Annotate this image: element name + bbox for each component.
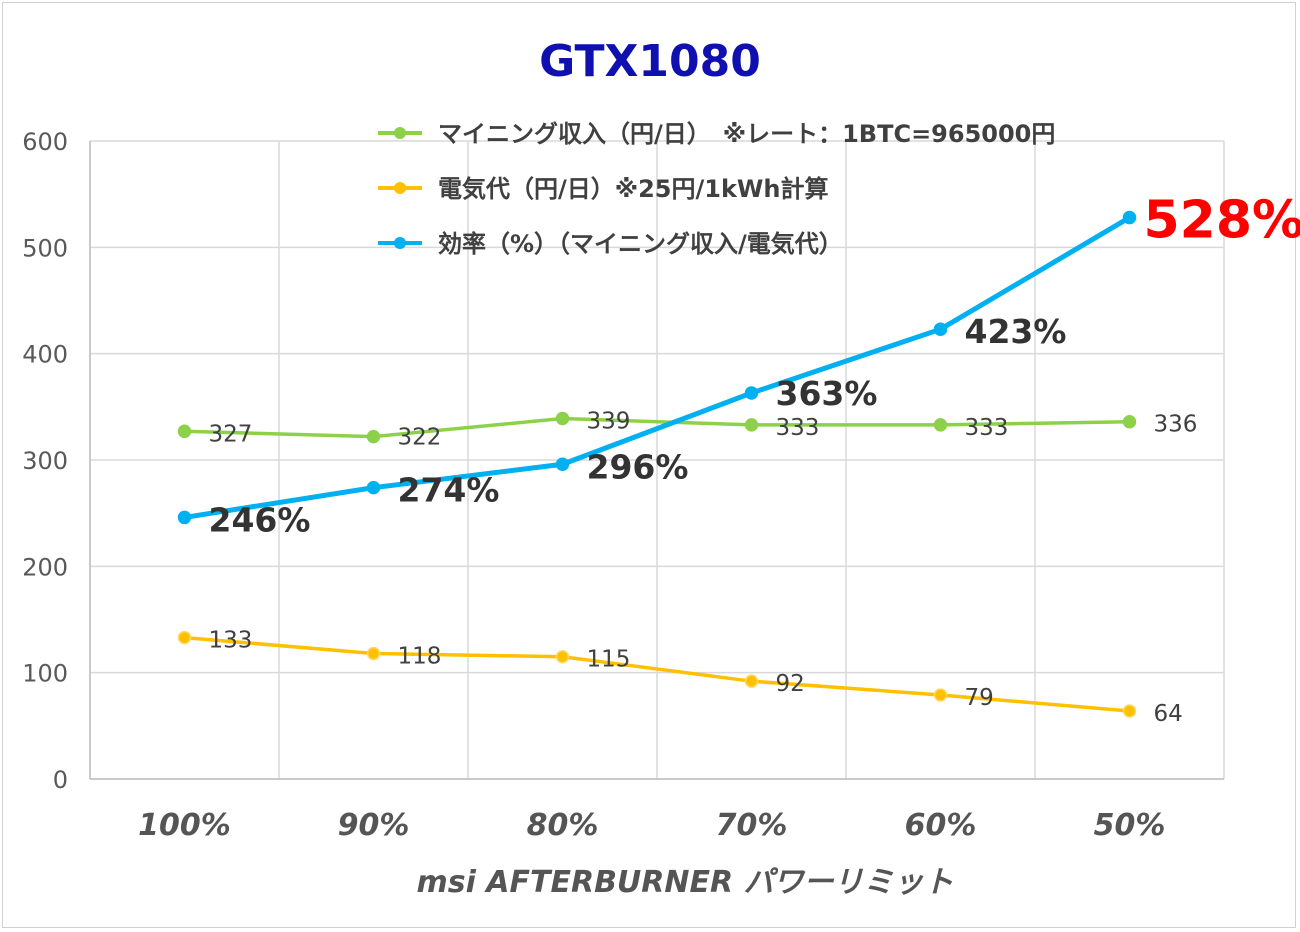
data-point <box>177 630 192 645</box>
data-point <box>555 649 570 664</box>
data-label: 363% <box>776 374 878 413</box>
legend-entry: 電気代（円/日）※25円/1kWh計算 <box>438 175 828 203</box>
data-label: 133 <box>209 628 253 654</box>
x-axis-title: msi AFTERBURNER パワーリミット <box>416 865 953 900</box>
x-tick-label: 80% <box>527 808 599 843</box>
x-tick-label: 50% <box>1094 808 1166 843</box>
legend-entry: 効率（%）（マイニング収入/電気代） <box>438 230 843 258</box>
data-label: 296% <box>587 447 689 486</box>
data-label: 274% <box>398 471 500 510</box>
chart-title: GTX1080 <box>539 36 761 87</box>
y-tick-label: 300 <box>22 447 68 475</box>
series-line-2 <box>184 215 1131 520</box>
y-tick-label: 400 <box>22 341 68 369</box>
data-point <box>366 429 381 444</box>
data-label: 528% <box>1144 191 1300 251</box>
legend-swatch-marker <box>394 182 406 194</box>
data-label: 118 <box>398 644 442 670</box>
y-tick-label: 600 <box>22 128 68 156</box>
data-label: 423% <box>965 312 1067 351</box>
data-point <box>555 457 570 472</box>
data-point <box>555 411 570 426</box>
data-point <box>366 480 381 495</box>
series-line-1 <box>184 635 1130 713</box>
data-label: 327 <box>209 421 253 447</box>
legend-swatch-marker <box>394 127 406 139</box>
data-point <box>744 674 759 688</box>
x-tick-label: 70% <box>716 808 788 843</box>
y-tick-label: 200 <box>22 553 68 581</box>
x-tick-label: 90% <box>338 808 410 843</box>
data-point <box>933 418 948 432</box>
x-tick-label: 60% <box>905 808 977 843</box>
data-point <box>1122 704 1137 718</box>
data-label: 333 <box>776 415 820 441</box>
legend-entry: マイニング収入（円/日） ※レート：1BTC=965000円 <box>438 120 1055 148</box>
data-label: 322 <box>398 425 442 451</box>
data-point <box>1122 414 1137 429</box>
data-point <box>1122 210 1137 225</box>
data-point <box>933 688 948 702</box>
data-label: 246% <box>209 500 311 539</box>
series-line-0 <box>184 416 1130 439</box>
data-label: 333 <box>965 415 1009 441</box>
data-point <box>933 322 948 336</box>
data-label: 339 <box>587 409 631 435</box>
data-point <box>744 418 759 432</box>
x-tick-label: 100% <box>138 808 231 843</box>
data-label: 336 <box>1154 412 1198 438</box>
data-point <box>177 424 192 439</box>
data-point <box>177 510 192 525</box>
data-label: 64 <box>1154 701 1183 727</box>
y-tick-label: 0 <box>53 766 68 794</box>
data-label: 92 <box>776 671 805 697</box>
data-point <box>366 646 381 661</box>
legend-swatch-marker <box>394 237 406 249</box>
data-label: 79 <box>965 685 994 711</box>
data-label: 115 <box>587 647 631 673</box>
y-tick-label: 100 <box>22 660 68 688</box>
data-point <box>744 386 759 400</box>
y-tick-label: 500 <box>22 234 68 262</box>
